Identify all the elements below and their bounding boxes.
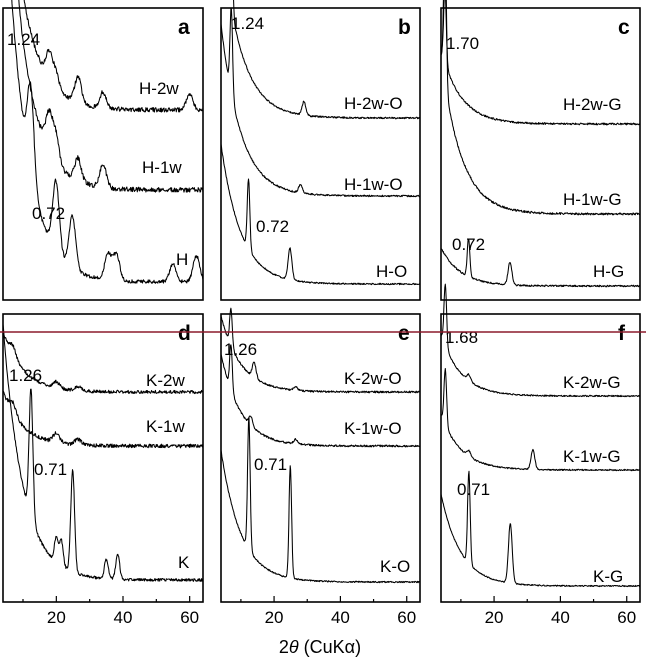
peak-annotation: 1.70: [446, 34, 479, 53]
panel-c-frame: [440, 7, 641, 301]
trace-H-2w-G: [440, 0, 641, 126]
series-label-K: K: [178, 553, 190, 572]
trace-H-O: [220, 144, 421, 286]
series-label-H-1w: H-1w: [142, 158, 182, 177]
series-label-H-G: H-G: [593, 262, 624, 281]
series-label-H-2w-G: H-2w-G: [563, 95, 622, 114]
peak-annotation: 1.26: [224, 340, 257, 359]
x-tick-label: 60: [397, 608, 416, 627]
trace-K-2w-G: [440, 283, 641, 398]
x-axis-title-theta: θ: [289, 637, 299, 657]
panel-a-frame: [2, 7, 204, 301]
series-label-H-2w: H-2w: [139, 79, 179, 98]
x-axis-title-prefix: 2: [279, 637, 289, 657]
x-tick-label: 20: [47, 608, 66, 627]
peak-annotation: 0.71: [457, 480, 490, 499]
panel-f: K-2w-G K-1w-G K-G 1.68 0.71 f 20 40 60: [440, 283, 641, 627]
panel-c: H-2w-G H-1w-G H-G 1.70 0.72 c: [440, 0, 641, 301]
series-label-H-1w-O: H-1w-O: [344, 175, 403, 194]
series-label-K-1w: K-1w: [146, 417, 185, 436]
peak-annotation: 0.71: [34, 460, 67, 479]
x-tick-label: 60: [617, 608, 636, 627]
panel-a: H-2w H-1w H 1.24 0.72 a: [2, 0, 204, 301]
series-label-H-2w-O: H-2w-O: [344, 94, 403, 113]
panel-letter-b: b: [398, 16, 411, 39]
trace-H-G: [440, 238, 641, 288]
series-label-H: H: [176, 250, 188, 269]
trace-K-O: [220, 417, 421, 584]
trace-K-2w-O: [220, 307, 421, 394]
peak-annotation: 0.72: [32, 204, 65, 223]
series-label-H-1w-G: H-1w-G: [563, 190, 622, 209]
peak-annotation: 1.24: [231, 14, 264, 33]
trace-H-2w: [23, 0, 204, 113]
trace-H-1w-G: [440, 0, 641, 216]
x-tick-label: 40: [331, 608, 350, 627]
x-tick-label: 60: [180, 608, 199, 627]
series-label-K-G: K-G: [593, 567, 623, 586]
panel-e: K-2w-O K-1w-O K-O 1.26 0.71 e 20 40 60: [220, 307, 421, 627]
panel-letter-d: d: [178, 322, 191, 345]
panel-letter-c: c: [618, 16, 630, 39]
panels-group: H-2w H-1w H 1.24 0.72 a H-2w-O H-1w-O H-O 1.24 0.7…: [2, 0, 641, 627]
peak-annotation: 1.68: [445, 328, 478, 347]
panel-d: K-2w K-1w K 1.26 0.71 d 20 40 60: [2, 313, 204, 627]
trace-K-1w-O: [220, 344, 421, 448]
panel-d-frame: [2, 313, 204, 603]
trace-K-1w: [2, 390, 204, 449]
x-tick-label: 40: [114, 608, 133, 627]
series-label-K-2w-O: K-2w-O: [344, 369, 402, 388]
trace-K-G: [440, 470, 641, 588]
trace-H-1w: [18, 0, 204, 193]
trace-K-2w: [2, 331, 204, 395]
x-tick-label: 20: [265, 608, 284, 627]
series-label-K-2w: K-2w: [146, 371, 185, 390]
trace-K-1w-G: [440, 367, 641, 472]
trace-K: [2, 324, 204, 582]
panel-b: H-2w-O H-1w-O H-O 1.24 0.72 b: [220, 0, 421, 301]
panel-letter-a: a: [178, 16, 190, 39]
panel-letter-f: f: [618, 322, 626, 345]
series-label-K-2w-G: K-2w-G: [563, 373, 621, 392]
peak-annotation: 0.71: [254, 455, 287, 474]
series-label-K-1w-G: K-1w-G: [563, 447, 621, 466]
trace-H: [11, 0, 204, 285]
series-label-H-O: H-O: [376, 262, 407, 281]
series-label-K-O: K-O: [380, 557, 410, 576]
peak-annotation: 1.24: [7, 30, 40, 49]
peak-annotation: 1.26: [9, 366, 42, 385]
x-tick-label: 20: [485, 608, 504, 627]
panel-e-frame: [220, 313, 421, 603]
series-label-K-1w-O: K-1w-O: [344, 419, 402, 438]
trace-H-2w-O: [233, 0, 421, 120]
peak-annotation: 0.72: [452, 235, 485, 254]
panel-letter-e: e: [398, 322, 410, 345]
x-axis-title: 2θ (CuKα): [279, 637, 361, 657]
trace-H-1w-O: [220, 7, 421, 198]
panel-b-frame: [220, 7, 421, 301]
peak-annotation: 0.72: [256, 217, 289, 236]
x-tick-label: 40: [551, 608, 570, 627]
panel-f-frame: [440, 313, 641, 603]
x-axis-title-unit: (CuKα): [299, 637, 361, 657]
